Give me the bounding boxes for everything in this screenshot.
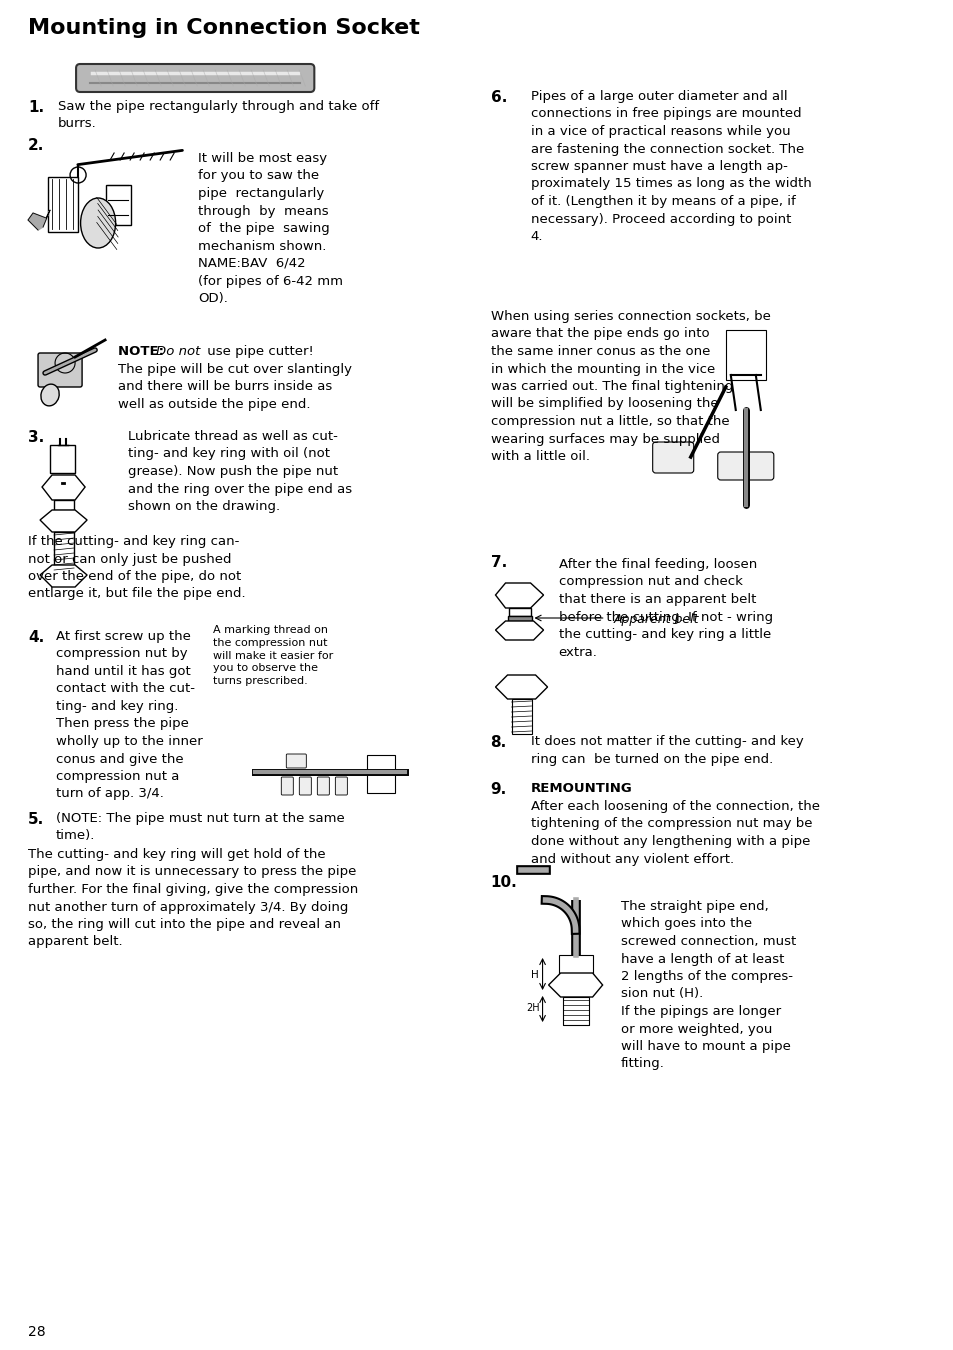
Text: use pipe cutter!: use pipe cutter! bbox=[203, 346, 314, 358]
Bar bbox=[54, 532, 74, 572]
Text: It does not matter if the cutting- and key
ring can  be turned on the pipe end.: It does not matter if the cutting- and k… bbox=[530, 734, 802, 765]
Text: If the cutting- and key ring can-
not or can only just be pushed
over the end of: If the cutting- and key ring can- not or… bbox=[28, 535, 245, 601]
Text: 1.: 1. bbox=[28, 100, 44, 115]
Text: 2.: 2. bbox=[28, 138, 45, 153]
Text: 3.: 3. bbox=[28, 431, 44, 446]
FancyBboxPatch shape bbox=[286, 755, 306, 768]
Bar bbox=[562, 998, 588, 1025]
Ellipse shape bbox=[80, 198, 115, 248]
Text: 4.: 4. bbox=[28, 630, 44, 645]
Text: The pipe will be cut over slantingly
and there will be burrs inside as
well as o: The pipe will be cut over slantingly and… bbox=[118, 363, 352, 410]
FancyBboxPatch shape bbox=[717, 452, 773, 481]
Text: 9.: 9. bbox=[490, 782, 506, 796]
FancyBboxPatch shape bbox=[76, 63, 314, 92]
Bar bbox=[507, 616, 531, 621]
Bar bbox=[50, 446, 75, 472]
FancyBboxPatch shape bbox=[317, 778, 329, 795]
Polygon shape bbox=[548, 973, 602, 998]
FancyBboxPatch shape bbox=[38, 352, 82, 387]
Text: Lubricate thread as well as cut-
ting- and key ring with oil (not
grease). Now p: Lubricate thread as well as cut- ting- a… bbox=[128, 431, 352, 513]
Bar bbox=[508, 608, 530, 616]
Text: After each loosening of the connection, the
tightening of the compression nut ma: After each loosening of the connection, … bbox=[530, 801, 819, 865]
Text: H: H bbox=[530, 971, 537, 980]
Polygon shape bbox=[495, 675, 547, 699]
Text: 8.: 8. bbox=[490, 734, 506, 751]
Text: When using series connection sockets, be
aware that the pipe ends go into
the sa: When using series connection sockets, be… bbox=[490, 310, 770, 463]
FancyBboxPatch shape bbox=[299, 778, 311, 795]
Text: 7.: 7. bbox=[490, 555, 506, 570]
Bar bbox=[54, 500, 74, 510]
Text: NOTE:: NOTE: bbox=[118, 346, 169, 358]
Bar bbox=[106, 185, 131, 225]
Polygon shape bbox=[495, 583, 543, 608]
Text: 28: 28 bbox=[28, 1324, 46, 1339]
Text: 6.: 6. bbox=[490, 90, 506, 105]
Text: Pipes of a large outer diameter and all
connections in free pipings are mounted
: Pipes of a large outer diameter and all … bbox=[530, 90, 810, 243]
Text: 5.: 5. bbox=[28, 811, 44, 828]
FancyBboxPatch shape bbox=[281, 778, 293, 795]
Text: It will be most easy
for you to saw the
pipe  rectangularly
through  by  means
o: It will be most easy for you to saw the … bbox=[198, 153, 343, 305]
Polygon shape bbox=[40, 510, 87, 532]
Text: Saw the pipe rectangularly through and take off
burrs.: Saw the pipe rectangularly through and t… bbox=[58, 100, 378, 130]
Polygon shape bbox=[495, 621, 543, 640]
Text: REMOUNTING: REMOUNTING bbox=[530, 782, 632, 795]
Bar bbox=[48, 177, 78, 232]
Polygon shape bbox=[42, 475, 85, 500]
FancyBboxPatch shape bbox=[652, 441, 693, 472]
Bar bbox=[367, 755, 395, 792]
Text: Apparent belt: Apparent belt bbox=[613, 613, 699, 626]
Text: (NOTE: The pipe must nut turn at the same
time).: (NOTE: The pipe must nut turn at the sam… bbox=[56, 811, 344, 842]
Text: Mounting in Connection Socket: Mounting in Connection Socket bbox=[28, 18, 419, 38]
Text: 10.: 10. bbox=[490, 875, 517, 890]
Bar bbox=[558, 954, 592, 994]
Text: The straight pipe end,
which goes into the
screwed connection, must
have a lengt: The straight pipe end, which goes into t… bbox=[620, 900, 795, 1071]
Ellipse shape bbox=[41, 385, 59, 406]
Bar bbox=[725, 329, 765, 379]
Text: After the final feeding, loosen
compression nut and check
that there is an appar: After the final feeding, loosen compress… bbox=[558, 558, 772, 659]
Bar bbox=[511, 699, 531, 734]
Polygon shape bbox=[28, 211, 50, 230]
Polygon shape bbox=[40, 566, 87, 587]
Text: A marking thread on
the compression nut
will make it easier for
you to observe t: A marking thread on the compression nut … bbox=[213, 625, 334, 686]
Text: 2H: 2H bbox=[526, 1003, 539, 1012]
Text: At first screw up the
compression nut by
hand until it has got
contact with the : At first screw up the compression nut by… bbox=[56, 630, 203, 801]
Text: Do not: Do not bbox=[156, 346, 200, 358]
Text: The cutting- and key ring will get hold of the
pipe, and now it is unnecessary t: The cutting- and key ring will get hold … bbox=[28, 848, 358, 949]
FancyBboxPatch shape bbox=[335, 778, 347, 795]
